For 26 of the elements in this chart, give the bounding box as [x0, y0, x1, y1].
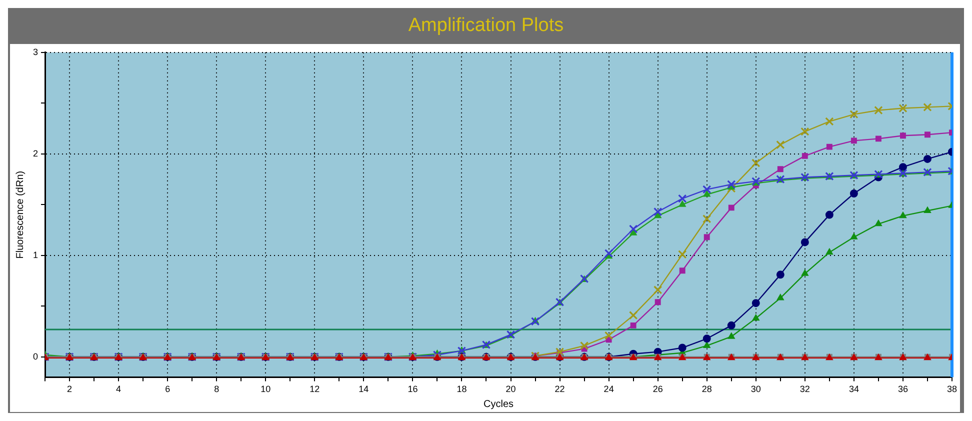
x-tick-label: 2 — [67, 384, 72, 394]
x-tick-label: 12 — [310, 384, 320, 394]
chart-title: Amplification Plots — [407, 14, 565, 38]
x-tick-label: 22 — [554, 384, 565, 394]
x-tick-label: 16 — [408, 384, 418, 394]
y-tick-label: 3 — [32, 46, 38, 57]
x-tick-label: 34 — [848, 384, 859, 394]
x-tick-label: 30 — [750, 384, 761, 394]
x-tick-label: 38 — [946, 384, 957, 394]
x-tick-label: 4 — [116, 384, 122, 394]
x-tick-label: 18 — [456, 384, 467, 394]
x-tick-label: 32 — [800, 384, 810, 394]
x-tick-label: 36 — [898, 384, 908, 394]
y-tick-label: 1 — [32, 250, 38, 260]
x-tick-label: 6 — [165, 384, 170, 394]
x-tick-label: 28 — [702, 384, 712, 394]
x-tick-label: 24 — [604, 384, 614, 394]
x-tick-label: 14 — [358, 384, 369, 394]
y-tick-label: 2 — [32, 148, 38, 158]
x-tick-label: 20 — [506, 384, 516, 394]
x-tick-label: 26 — [652, 384, 663, 394]
y-axis-title: Fluorescence (dRn) — [14, 170, 26, 259]
x-tick-label: 8 — [214, 384, 220, 394]
y-tick-label: 0 — [32, 351, 38, 362]
x-tick-label: 10 — [260, 384, 271, 394]
x-axis-title: Cycles — [483, 398, 514, 410]
